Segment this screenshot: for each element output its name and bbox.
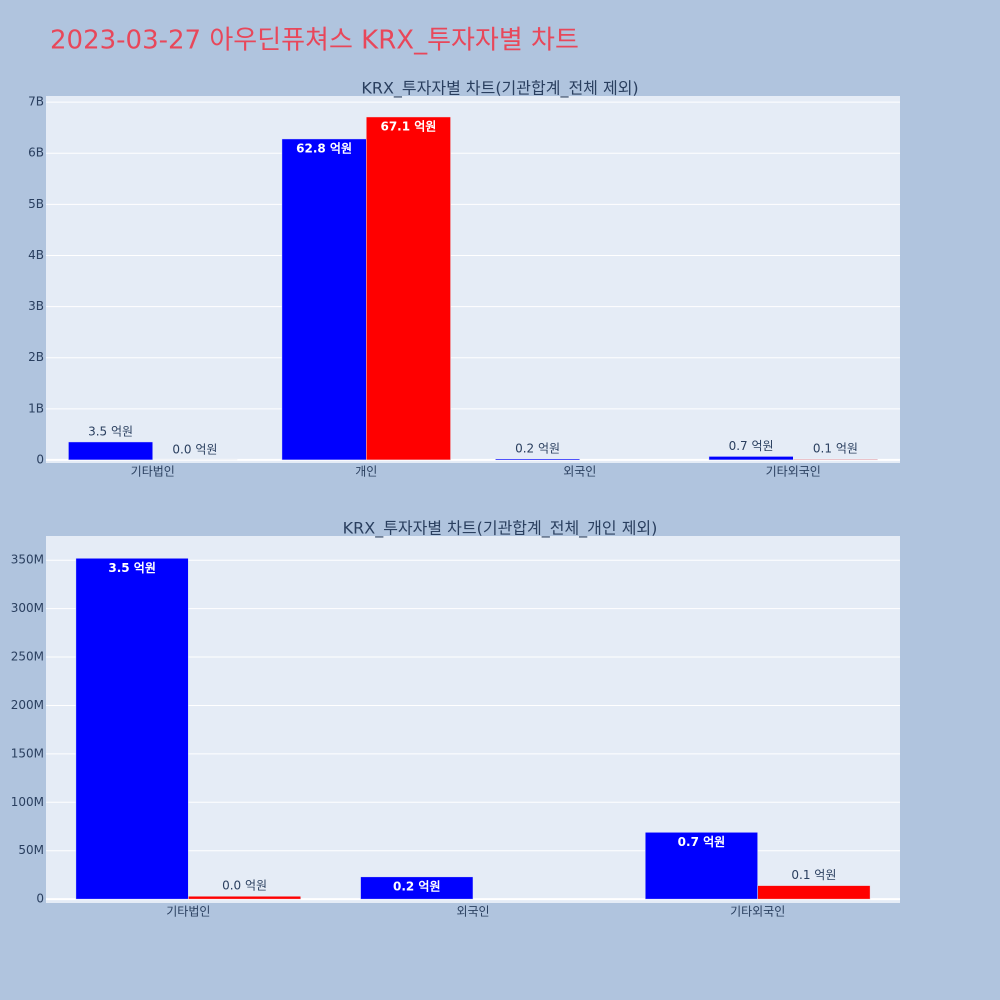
bar	[281, 138, 367, 461]
y-tick-label: 7B	[28, 95, 44, 109]
data-label: 0.1 억원	[791, 868, 836, 882]
x-tick-label: 외국인	[563, 465, 596, 479]
y-tick-label: 350M	[11, 553, 44, 567]
data-label: 3.5 억원	[88, 424, 133, 438]
x-tick-label: 기타법인	[131, 465, 175, 479]
data-label: 67.1 억원	[380, 119, 436, 133]
y-tick-label: 4B	[28, 248, 44, 262]
chart-title: KRX_투자자별 차트(기관합계_전체_개인 제외)	[343, 519, 658, 539]
data-label: 0.0 억원	[222, 879, 267, 893]
data-label: 0.7 억원	[678, 835, 726, 849]
x-tick-label: 외국인	[456, 905, 489, 919]
x-tick-label: 기타외국인	[766, 465, 821, 479]
y-tick-label: 250M	[11, 650, 44, 664]
bar	[757, 885, 871, 900]
y-tick-label: 1B	[28, 401, 44, 415]
x-tick-label: 기타법인	[166, 905, 210, 919]
y-tick-label: 3B	[28, 299, 44, 313]
page-title: 2023-03-27 아우딘퓨쳐스 KRX_투자자별 차트	[50, 26, 579, 56]
bar	[75, 558, 189, 900]
y-tick-label: 100M	[11, 795, 44, 809]
y-tick-label: 150M	[11, 746, 44, 760]
y-tick-label: 200M	[11, 698, 44, 712]
y-tick-label: 0	[36, 452, 44, 466]
data-label: 3.5 억원	[108, 561, 156, 575]
bar	[188, 895, 302, 900]
bar	[644, 832, 758, 900]
data-label: 0.1 억원	[813, 442, 858, 456]
x-tick-label: 개인	[355, 465, 377, 479]
y-tick-label: 6B	[28, 146, 44, 160]
data-label: 0.2 억원	[515, 441, 560, 455]
data-label: 0.7 억원	[729, 439, 774, 453]
y-tick-label: 300M	[11, 601, 44, 615]
y-tick-label: 0	[36, 892, 44, 906]
bar	[708, 456, 794, 461]
data-label: 0.0 억원	[172, 442, 217, 456]
x-tick-label: 기타외국인	[730, 905, 785, 919]
y-tick-label: 2B	[28, 350, 44, 364]
bar	[495, 458, 581, 461]
bar	[366, 116, 451, 461]
y-tick-label: 5B	[28, 197, 44, 211]
bar	[68, 441, 153, 461]
bar	[360, 876, 474, 900]
y-tick-label: 50M	[18, 843, 44, 857]
data-label: 0.2 억원	[393, 879, 441, 893]
bar	[793, 458, 878, 461]
chart-title: KRX_투자자별 차트(기관합계_전체 제외)	[361, 79, 638, 99]
plot-area	[46, 96, 900, 463]
data-label: 62.8 억원	[296, 141, 352, 155]
